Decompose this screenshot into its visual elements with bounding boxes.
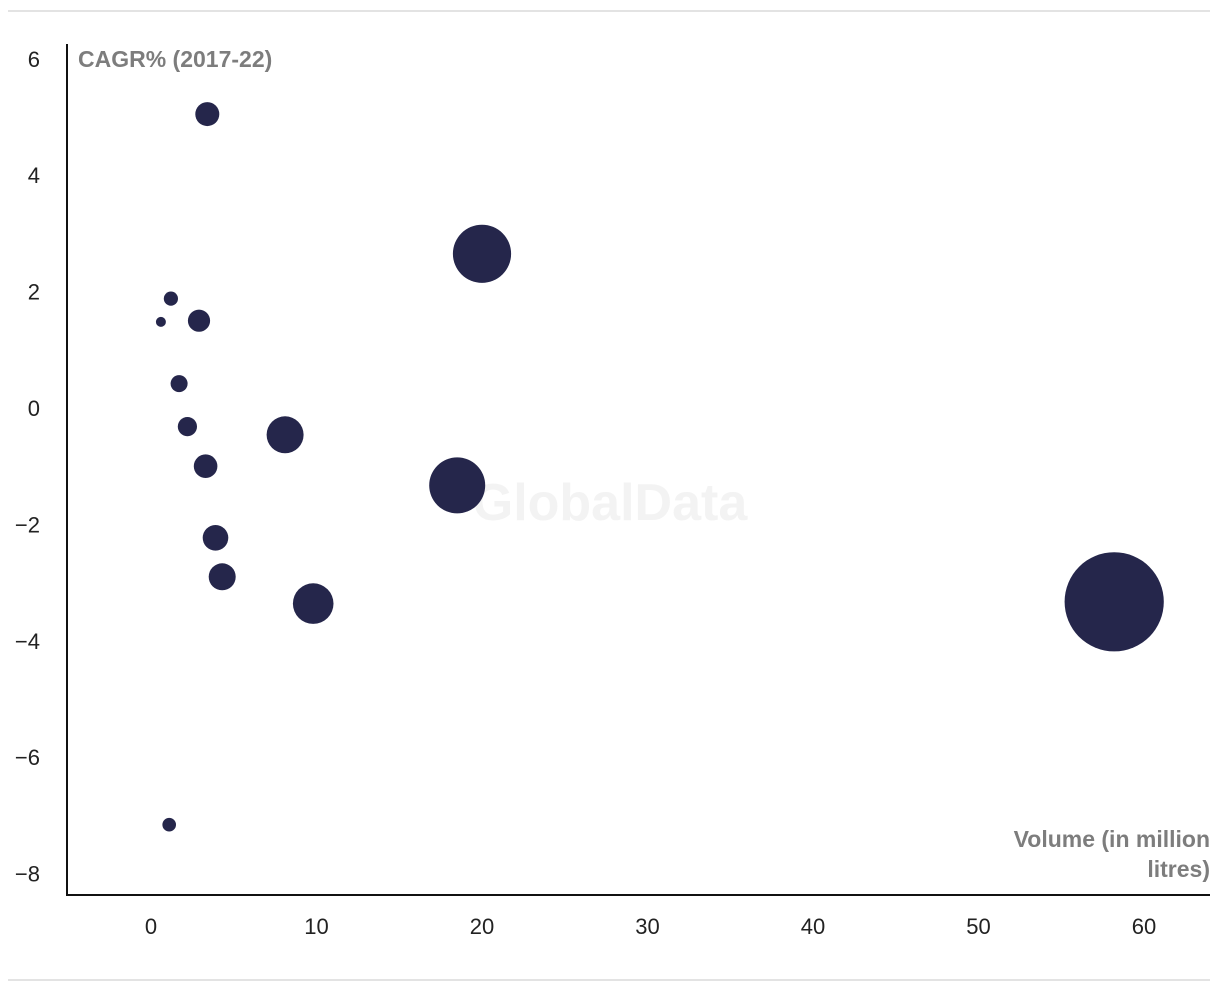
bubble-14	[1064, 552, 1164, 652]
x-tick-label: 30	[635, 914, 659, 939]
x-tick-label: 20	[470, 914, 494, 939]
y-axis-title: CAGR% (2017-22)	[78, 46, 272, 72]
x-tick-label: 0	[145, 914, 157, 939]
y-tick-label: 2	[28, 280, 40, 305]
top-divider	[8, 10, 1210, 12]
bubbles-layer	[155, 102, 1164, 832]
x-tick-label: 10	[304, 914, 328, 939]
y-tick-labels: 6 4 2 0 −2 −4 −6 −8	[15, 47, 40, 887]
bubble-2	[452, 224, 512, 283]
x-tick-label: 40	[801, 914, 825, 939]
y-tick-label: −6	[15, 745, 40, 770]
watermark: GlobalData	[473, 474, 749, 532]
y-tick-label: 0	[28, 396, 40, 421]
y-tick-label: −8	[15, 862, 40, 887]
bubble-10	[429, 457, 486, 514]
bubble-3	[163, 291, 178, 306]
bubble-9	[193, 454, 218, 479]
bubble-13	[292, 583, 334, 624]
bubble-7	[177, 417, 197, 437]
bubble-11	[202, 525, 229, 551]
y-tick-label: 4	[28, 163, 40, 188]
bubble-12	[208, 563, 236, 591]
bubble-8	[266, 416, 304, 454]
bubble-5	[187, 309, 211, 332]
x-tick-labels: 0 10 20 30 40 50 60	[145, 914, 1156, 939]
y-tick-label: −2	[15, 512, 40, 537]
bottom-divider	[8, 979, 1210, 981]
bubble-1	[195, 102, 220, 127]
bubble-6	[170, 375, 188, 393]
bubble-4	[155, 316, 166, 327]
y-tick-label: 6	[28, 47, 40, 72]
x-axis-title-line-2: litres)	[1147, 856, 1210, 882]
bubble-15	[162, 817, 176, 832]
y-tick-label: −4	[15, 629, 40, 654]
x-tick-label: 60	[1132, 914, 1156, 939]
x-axis-title-line-1: Volume (in million	[1014, 826, 1210, 852]
x-tick-label: 50	[966, 914, 990, 939]
